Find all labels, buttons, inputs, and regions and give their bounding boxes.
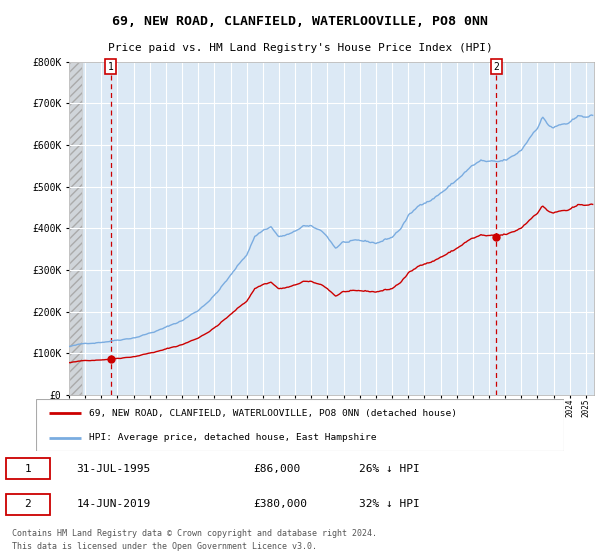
Text: 26% ↓ HPI: 26% ↓ HPI: [359, 464, 419, 474]
Text: Contains HM Land Registry data © Crown copyright and database right 2024.
This d: Contains HM Land Registry data © Crown c…: [12, 529, 377, 550]
Text: £380,000: £380,000: [253, 500, 307, 509]
Text: 14-JUN-2019: 14-JUN-2019: [77, 500, 151, 509]
Text: 1: 1: [108, 62, 113, 72]
Text: 69, NEW ROAD, CLANFIELD, WATERLOOVILLE, PO8 0NN: 69, NEW ROAD, CLANFIELD, WATERLOOVILLE, …: [112, 15, 488, 28]
FancyBboxPatch shape: [6, 458, 50, 479]
Text: 31-JUL-1995: 31-JUL-1995: [77, 464, 151, 474]
Text: HPI: Average price, detached house, East Hampshire: HPI: Average price, detached house, East…: [89, 433, 376, 442]
Text: Price paid vs. HM Land Registry's House Price Index (HPI): Price paid vs. HM Land Registry's House …: [107, 43, 493, 53]
Text: 1: 1: [25, 464, 31, 474]
FancyBboxPatch shape: [6, 494, 50, 515]
Text: 2: 2: [25, 500, 31, 509]
Text: 69, NEW ROAD, CLANFIELD, WATERLOOVILLE, PO8 0NN (detached house): 69, NEW ROAD, CLANFIELD, WATERLOOVILLE, …: [89, 409, 457, 418]
Text: 32% ↓ HPI: 32% ↓ HPI: [359, 500, 419, 509]
Text: 2: 2: [493, 62, 499, 72]
Text: £86,000: £86,000: [253, 464, 300, 474]
